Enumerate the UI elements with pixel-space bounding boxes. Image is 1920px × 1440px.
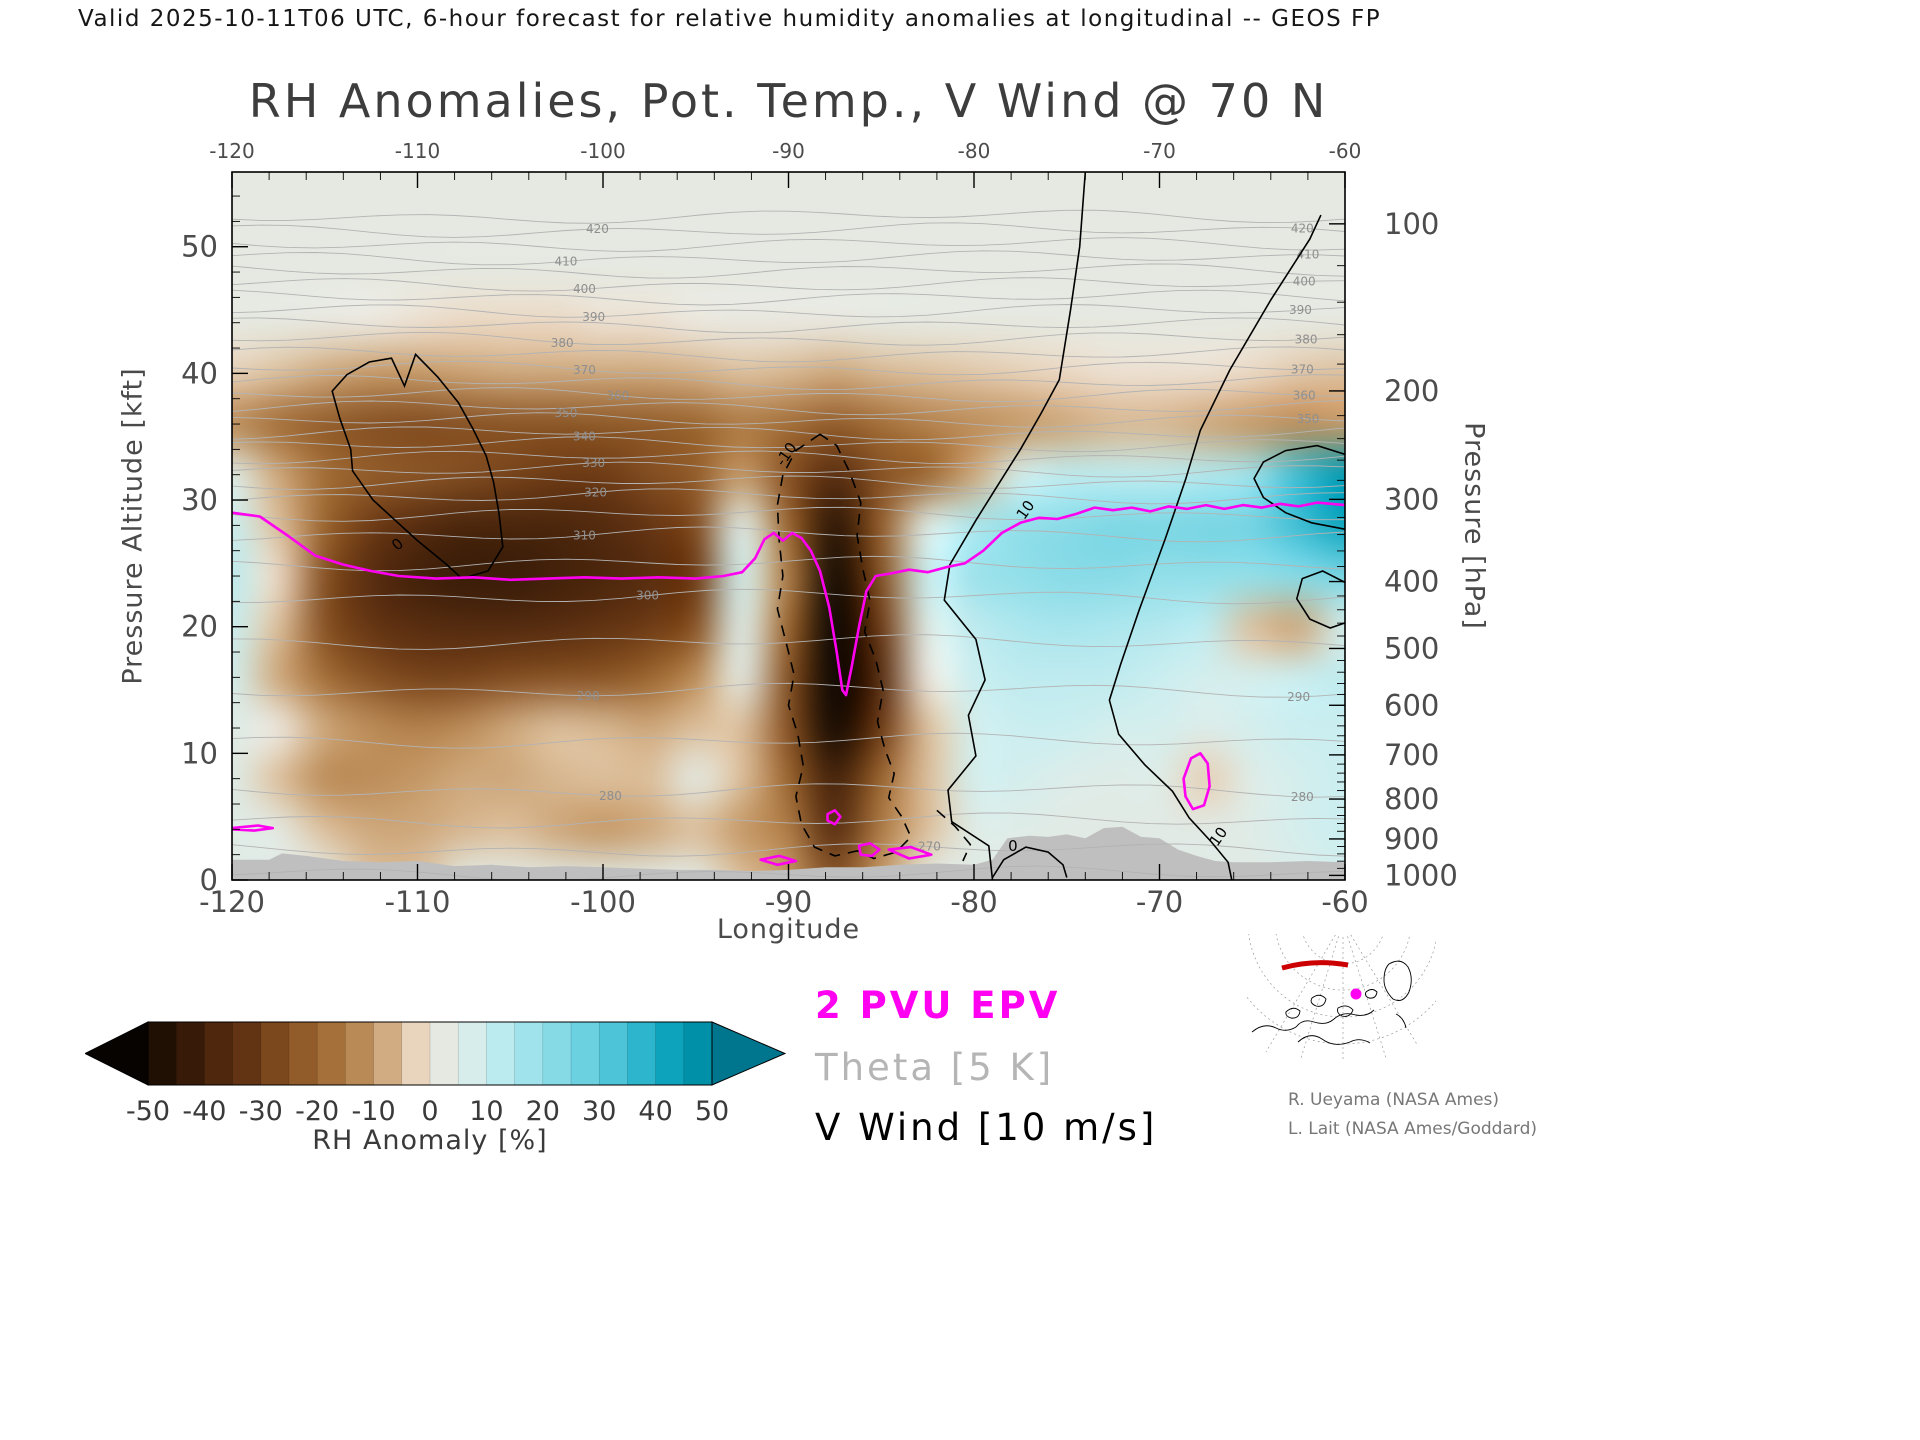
inset-graticule (1246, 934, 1436, 1062)
colorbar-segment (260, 1021, 290, 1086)
svg-text:100: 100 (1384, 207, 1439, 241)
credits: R. Ueyama (NASA Ames) L. Lait (NASA Ames… (1288, 1086, 1537, 1144)
inset-coastlines (1251, 960, 1412, 1045)
inset-location-dot (1350, 988, 1362, 1000)
colorbar-tick-label: 10 (469, 1096, 503, 1127)
colorbar-tick-label: -40 (182, 1096, 226, 1127)
svg-text:-90: -90 (772, 139, 805, 163)
svg-text:0: 0 (200, 863, 218, 897)
colorbar-tick-label: 0 (421, 1096, 438, 1127)
svg-text:200: 200 (1384, 374, 1439, 408)
svg-text:800: 800 (1384, 782, 1439, 816)
colorbar-tick-label: -20 (295, 1096, 339, 1127)
legend-epv: 2 PVU EPV (815, 984, 1061, 1027)
colorbar-tick-label: 20 (526, 1096, 560, 1127)
valid-timestamp-line: Valid 2025-10-11T06 UTC, 6-hour forecast… (78, 6, 1382, 32)
colorbar-segment (175, 1021, 206, 1086)
colorbar-segment (457, 1021, 488, 1086)
rh-anomaly-field (232, 172, 1345, 880)
svg-text:1000: 1000 (1384, 858, 1458, 892)
svg-text:-60: -60 (1329, 139, 1362, 163)
svg-text:-110: -110 (395, 139, 440, 163)
colorbar-segment (232, 1021, 262, 1086)
colorbar-segment (683, 1021, 713, 1086)
svg-text:20: 20 (181, 610, 218, 644)
svg-text:-80: -80 (958, 139, 991, 163)
svg-text:500: 500 (1384, 631, 1439, 665)
colorbar-segment (147, 1021, 177, 1086)
colorbar-segment (542, 1021, 572, 1086)
svg-text:-120: -120 (209, 139, 254, 163)
colorbar-arrow-left (85, 1021, 149, 1086)
inset-70n-redline (1281, 960, 1349, 971)
svg-text:-100: -100 (580, 139, 625, 163)
svg-text:40: 40 (181, 356, 218, 390)
colorbar-tick-label: 30 (582, 1096, 616, 1127)
svg-text:900: 900 (1384, 822, 1439, 856)
colorbar-title: RH Anomaly [%] (312, 1125, 547, 1156)
colorbar-arrow-right (711, 1021, 787, 1086)
colorbar-segment (514, 1021, 544, 1086)
x-axis-title: Longitude (716, 914, 861, 945)
colorbar-outline (147, 1021, 713, 1086)
colorbar-segment (486, 1021, 516, 1086)
colorbar-segment (570, 1021, 600, 1086)
colorbar-segment (401, 1021, 431, 1086)
y-axis-right-title: Pressure [hPa] (1458, 422, 1490, 630)
colorbar-segment (627, 1021, 657, 1086)
colorbar: RH Anomaly [%] -50 -40 -30 -20 -10 0 10 20 30 40 5… (85, 1021, 787, 1156)
legend-vwind: V Wind [10 m/s] (815, 1106, 1158, 1149)
svg-text:-70: -70 (1143, 139, 1176, 163)
colorbar-segment (655, 1021, 685, 1086)
svg-text:10: 10 (181, 736, 218, 770)
colorbar-tick-label: -50 (126, 1096, 170, 1127)
credit-line-1: R. Ueyama (NASA Ames) (1288, 1090, 1500, 1110)
colorbar-segment (204, 1021, 234, 1086)
colorbar-tick-label: 40 (638, 1096, 672, 1127)
y-axis-left-title: Pressure Altitude [kft] (117, 367, 149, 685)
svg-text:300: 300 (1384, 482, 1439, 516)
colorbar-segment (316, 1021, 347, 1086)
inset-map (1246, 934, 1436, 1062)
svg-text:30: 30 (181, 483, 218, 517)
colorbar-segment (345, 1021, 375, 1086)
colorbar-tick-label: 50 (695, 1096, 729, 1127)
colorbar-segment (429, 1021, 459, 1086)
colorbar-segment (373, 1021, 403, 1086)
credit-line-2: L. Lait (NASA Ames/Goddard) (1288, 1118, 1537, 1139)
figure-title: RH Anomalies, Pot. Temp., V Wind @ 70 N (248, 74, 1329, 128)
legend-theta: Theta [5 K] (815, 1046, 1055, 1089)
svg-text:700: 700 (1384, 738, 1439, 772)
svg-text:600: 600 (1384, 688, 1439, 722)
colorbar-tick-label: -10 (352, 1096, 396, 1127)
svg-text:50: 50 (181, 230, 218, 264)
colorbar-segment (598, 1021, 629, 1086)
colorbar-tick-label: -30 (239, 1096, 283, 1127)
svg-text:400: 400 (1384, 565, 1439, 599)
colorbar-segment (288, 1021, 318, 1086)
